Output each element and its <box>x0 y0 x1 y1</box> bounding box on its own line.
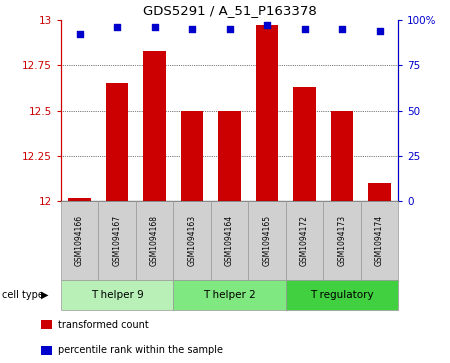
Text: GSM1094165: GSM1094165 <box>262 215 271 266</box>
Bar <box>218 111 241 201</box>
Point <box>226 26 233 32</box>
Text: GSM1094164: GSM1094164 <box>225 215 234 266</box>
Point <box>338 26 346 32</box>
Point <box>189 26 196 32</box>
Text: GSM1094168: GSM1094168 <box>150 215 159 266</box>
Text: GSM1094174: GSM1094174 <box>375 215 384 266</box>
Text: GSM1094167: GSM1094167 <box>112 215 122 266</box>
Bar <box>181 111 203 201</box>
Text: T helper 9: T helper 9 <box>90 290 144 300</box>
Text: GSM1094173: GSM1094173 <box>338 215 346 266</box>
Text: GSM1094172: GSM1094172 <box>300 215 309 266</box>
Point <box>76 32 83 37</box>
Bar <box>293 87 316 201</box>
Bar <box>368 183 391 201</box>
Text: T helper 2: T helper 2 <box>203 290 256 300</box>
Text: GSM1094163: GSM1094163 <box>188 215 197 266</box>
Point <box>151 24 158 30</box>
Text: transformed count: transformed count <box>58 320 149 330</box>
Text: cell type: cell type <box>2 290 44 300</box>
Point <box>263 23 270 28</box>
Text: percentile rank within the sample: percentile rank within the sample <box>58 345 224 355</box>
Point <box>376 28 383 34</box>
Bar <box>106 83 128 201</box>
Text: T regulatory: T regulatory <box>310 290 374 300</box>
Title: GDS5291 / A_51_P163378: GDS5291 / A_51_P163378 <box>143 4 316 17</box>
Bar <box>143 51 166 201</box>
Point <box>301 26 308 32</box>
Bar <box>256 25 278 201</box>
Text: GSM1094166: GSM1094166 <box>75 215 84 266</box>
Point <box>113 24 121 30</box>
Bar <box>331 111 353 201</box>
Text: ▶: ▶ <box>41 290 49 300</box>
Bar <box>68 198 91 201</box>
